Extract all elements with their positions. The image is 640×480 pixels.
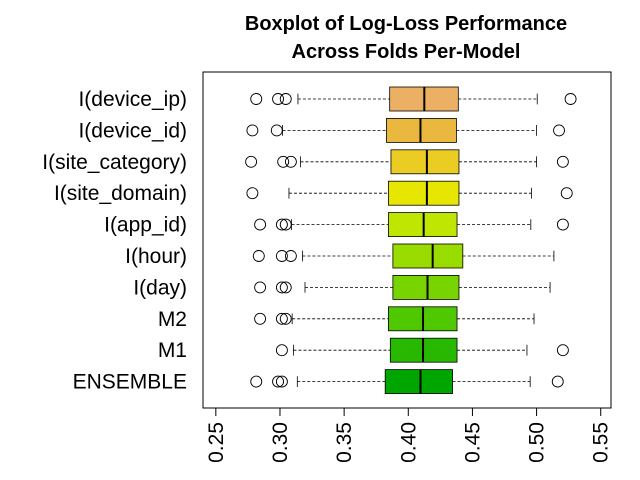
outlier-point (277, 155, 290, 168)
category-label: I(day) (133, 276, 187, 299)
outlier-point (556, 344, 569, 357)
boxes-layer (245, 86, 577, 395)
box-group (254, 212, 569, 238)
x-tick-label: 0.35 (333, 422, 356, 463)
box-group (250, 369, 564, 395)
outlier-point (254, 281, 267, 294)
box-group (246, 118, 565, 143)
category-labels: I(device_ip) I(device_id) I(site_category)… (42, 88, 187, 394)
category-label: I(app_id) (104, 214, 187, 237)
iqr-box (384, 369, 453, 395)
outlier-point (254, 312, 267, 325)
iqr-box (390, 149, 460, 175)
outlier-point (275, 344, 288, 357)
chart-title-line-1: Boxplot of Log-Loss Performance (245, 13, 567, 35)
outlier-point (275, 312, 288, 325)
category-label: M2 (158, 308, 187, 331)
outlier-point (556, 218, 569, 231)
category-label: M1 (158, 339, 187, 362)
outlier-point (250, 93, 263, 105)
box-group (245, 149, 569, 175)
outlier-point (284, 250, 297, 262)
box-group (275, 337, 569, 363)
outlier-point (279, 281, 292, 294)
x-tick-label: 0.45 (461, 422, 484, 463)
x-tick-label: 0.25 (205, 422, 228, 463)
outlier-point (254, 218, 267, 231)
outlier-point (284, 155, 297, 168)
outlier-point (564, 93, 577, 105)
category-label: I(device_ip) (78, 88, 187, 111)
outlier-point (272, 375, 285, 388)
x-tick-label: 0.30 (269, 422, 292, 463)
outlier-point (556, 155, 569, 168)
outlier-point (252, 250, 265, 262)
category-label: I(device_id) (78, 119, 187, 142)
outlier-point (275, 375, 288, 388)
x-tick-label: 0.50 (526, 422, 549, 463)
outlier-point (553, 124, 565, 137)
outlier-point (551, 375, 564, 388)
box-group (254, 274, 551, 300)
outlier-point (246, 187, 259, 200)
x-tick-label: 0.55 (590, 422, 613, 463)
outlier-point (279, 218, 292, 231)
outlier-point (275, 250, 288, 262)
x-tick-label: 0.40 (397, 422, 420, 463)
box-group (252, 243, 555, 269)
outlier-point (279, 93, 292, 105)
outlier-point (250, 375, 263, 388)
box-group (254, 306, 535, 332)
outlier-point (246, 124, 259, 137)
outlier-point (279, 312, 292, 325)
category-label: I(site_domain) (54, 182, 187, 205)
category-label: I(hour) (125, 245, 187, 268)
x-axis: 0.25 0.30 0.35 0.40 0.45 0.50 0.55 (205, 407, 613, 463)
iqr-box (392, 243, 464, 269)
outlier-point (275, 218, 288, 231)
chart-title-line-2: Across Folds Per-Model (292, 41, 521, 63)
iqr-box (392, 274, 460, 300)
outlier-point (272, 93, 285, 105)
outlier-point (270, 124, 283, 137)
box-group (246, 180, 573, 206)
outlier-point (560, 187, 573, 200)
outlier-point (245, 155, 258, 168)
box-group (250, 86, 577, 112)
iqr-box (387, 180, 460, 206)
category-label: ENSEMBLE (73, 371, 187, 394)
category-label: I(site_category) (42, 151, 187, 174)
outlier-point (275, 281, 288, 294)
